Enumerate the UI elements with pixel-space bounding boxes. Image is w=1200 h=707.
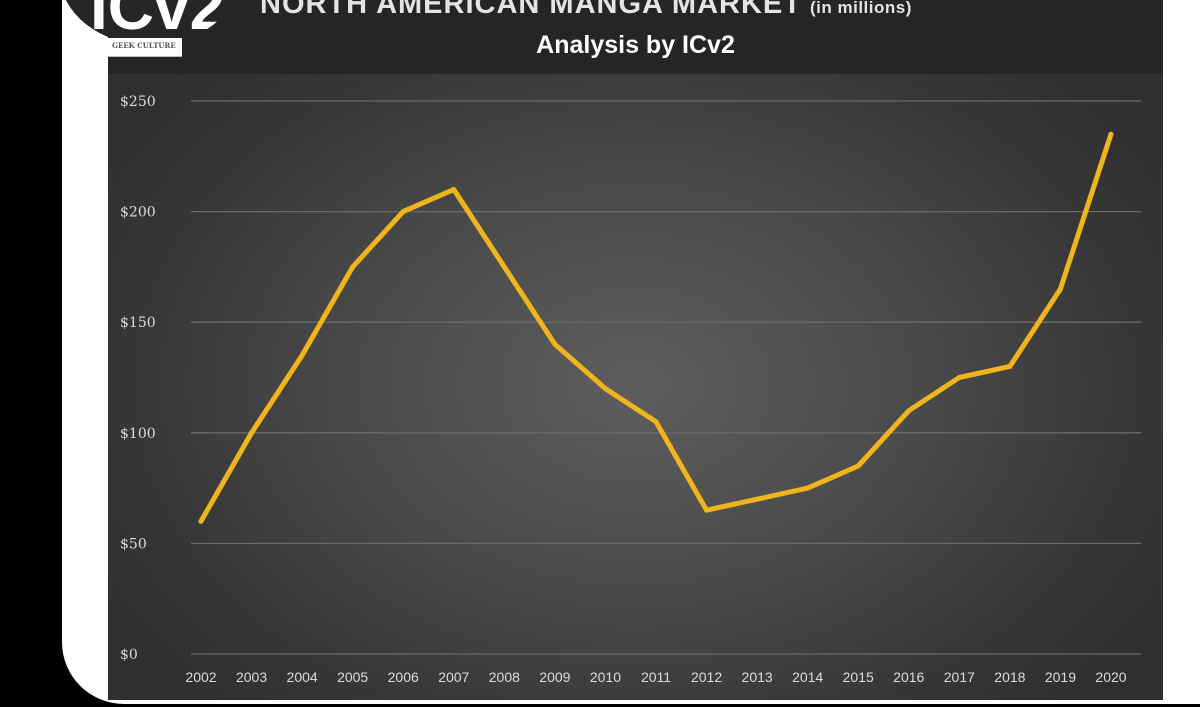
data-point [249, 430, 254, 436]
x-tick-label: 2009 [539, 669, 570, 685]
x-tick-label: 2018 [994, 669, 1025, 685]
y-tick-label: $150 [120, 315, 156, 331]
y-tick-label: $0 [120, 647, 138, 663]
x-tick-label: 2004 [287, 669, 318, 685]
gridlines [191, 100, 1141, 655]
data-point [299, 352, 305, 358]
x-tick-label: 2002 [185, 669, 216, 685]
icv2-logo: ICv2 [60, 0, 240, 45]
x-tick-label: 2010 [590, 669, 621, 685]
data-point [603, 386, 608, 391]
y-tick-label: $100 [120, 426, 156, 442]
data-point [704, 507, 709, 513]
data-point [400, 209, 406, 215]
data-point [451, 187, 457, 192]
data-point [754, 496, 760, 502]
x-tick-label: 2011 [641, 669, 671, 685]
logo-letters: ICv2 [90, 0, 226, 43]
logo-badge: GEEK CULTURE [108, 38, 182, 57]
x-tick-label: 2017 [944, 669, 975, 685]
x-tick-label: 2005 [337, 669, 368, 685]
logo-badge-text: GEEK CULTURE [112, 41, 176, 50]
x-tick-label: 2006 [388, 669, 419, 685]
data-point [1058, 286, 1063, 292]
y-tick-label: $50 [120, 536, 147, 552]
data-point [1007, 364, 1013, 369]
series-line-0 [198, 131, 1114, 524]
x-tick-label: 2014 [792, 669, 823, 685]
chart-title: NORTH AMERICAN MANGA MARKET (in millions) [260, 0, 912, 21]
data-point [350, 264, 356, 270]
chart-subtitle: Analysis by ICv2 [536, 31, 735, 59]
y-tick-label: $200 [120, 205, 156, 221]
x-tick-label: 2016 [893, 669, 924, 685]
y-axis-tick-labels: $0 $50 $100 $150 $200 $250 [120, 94, 156, 663]
data-point [906, 408, 912, 414]
x-tick-label: 2003 [236, 669, 267, 685]
chart-title-note: (in millions) [809, 0, 912, 17]
line-chart: $0$50$100$150$200$250 2002 2003 2004 2005 20… [120, 94, 1141, 685]
x-tick-label: 2020 [1095, 669, 1126, 685]
chart-title-text: NORTH AMERICAN MANGA MARKET [260, 0, 802, 20]
x-tick-label: 2012 [691, 669, 722, 685]
x-tick-label: 2013 [742, 669, 773, 685]
x-tick-label: 2008 [489, 669, 520, 685]
x-tick-label: 2015 [843, 669, 874, 685]
x-tick-label: 2007 [438, 669, 469, 685]
x-tick-label: 2019 [1045, 669, 1076, 685]
chart-card: NORTH AMERICAN MANGA MARKET (in millions)… [108, 0, 1163, 700]
data-point [1108, 131, 1114, 137]
series-lines [198, 131, 1114, 524]
y-tick-label: $250 [120, 94, 156, 110]
data-point [855, 463, 861, 469]
data-point [552, 341, 558, 347]
data-point [198, 518, 204, 524]
data-point [805, 485, 811, 491]
data-point [956, 375, 962, 380]
title-band [108, 0, 1163, 74]
data-point [501, 264, 507, 270]
x-axis-tick-labels: 2002 2003 2004 2005 2006 2007 2008 2009 2010 2011… [185, 669, 1126, 685]
data-point [653, 419, 659, 425]
